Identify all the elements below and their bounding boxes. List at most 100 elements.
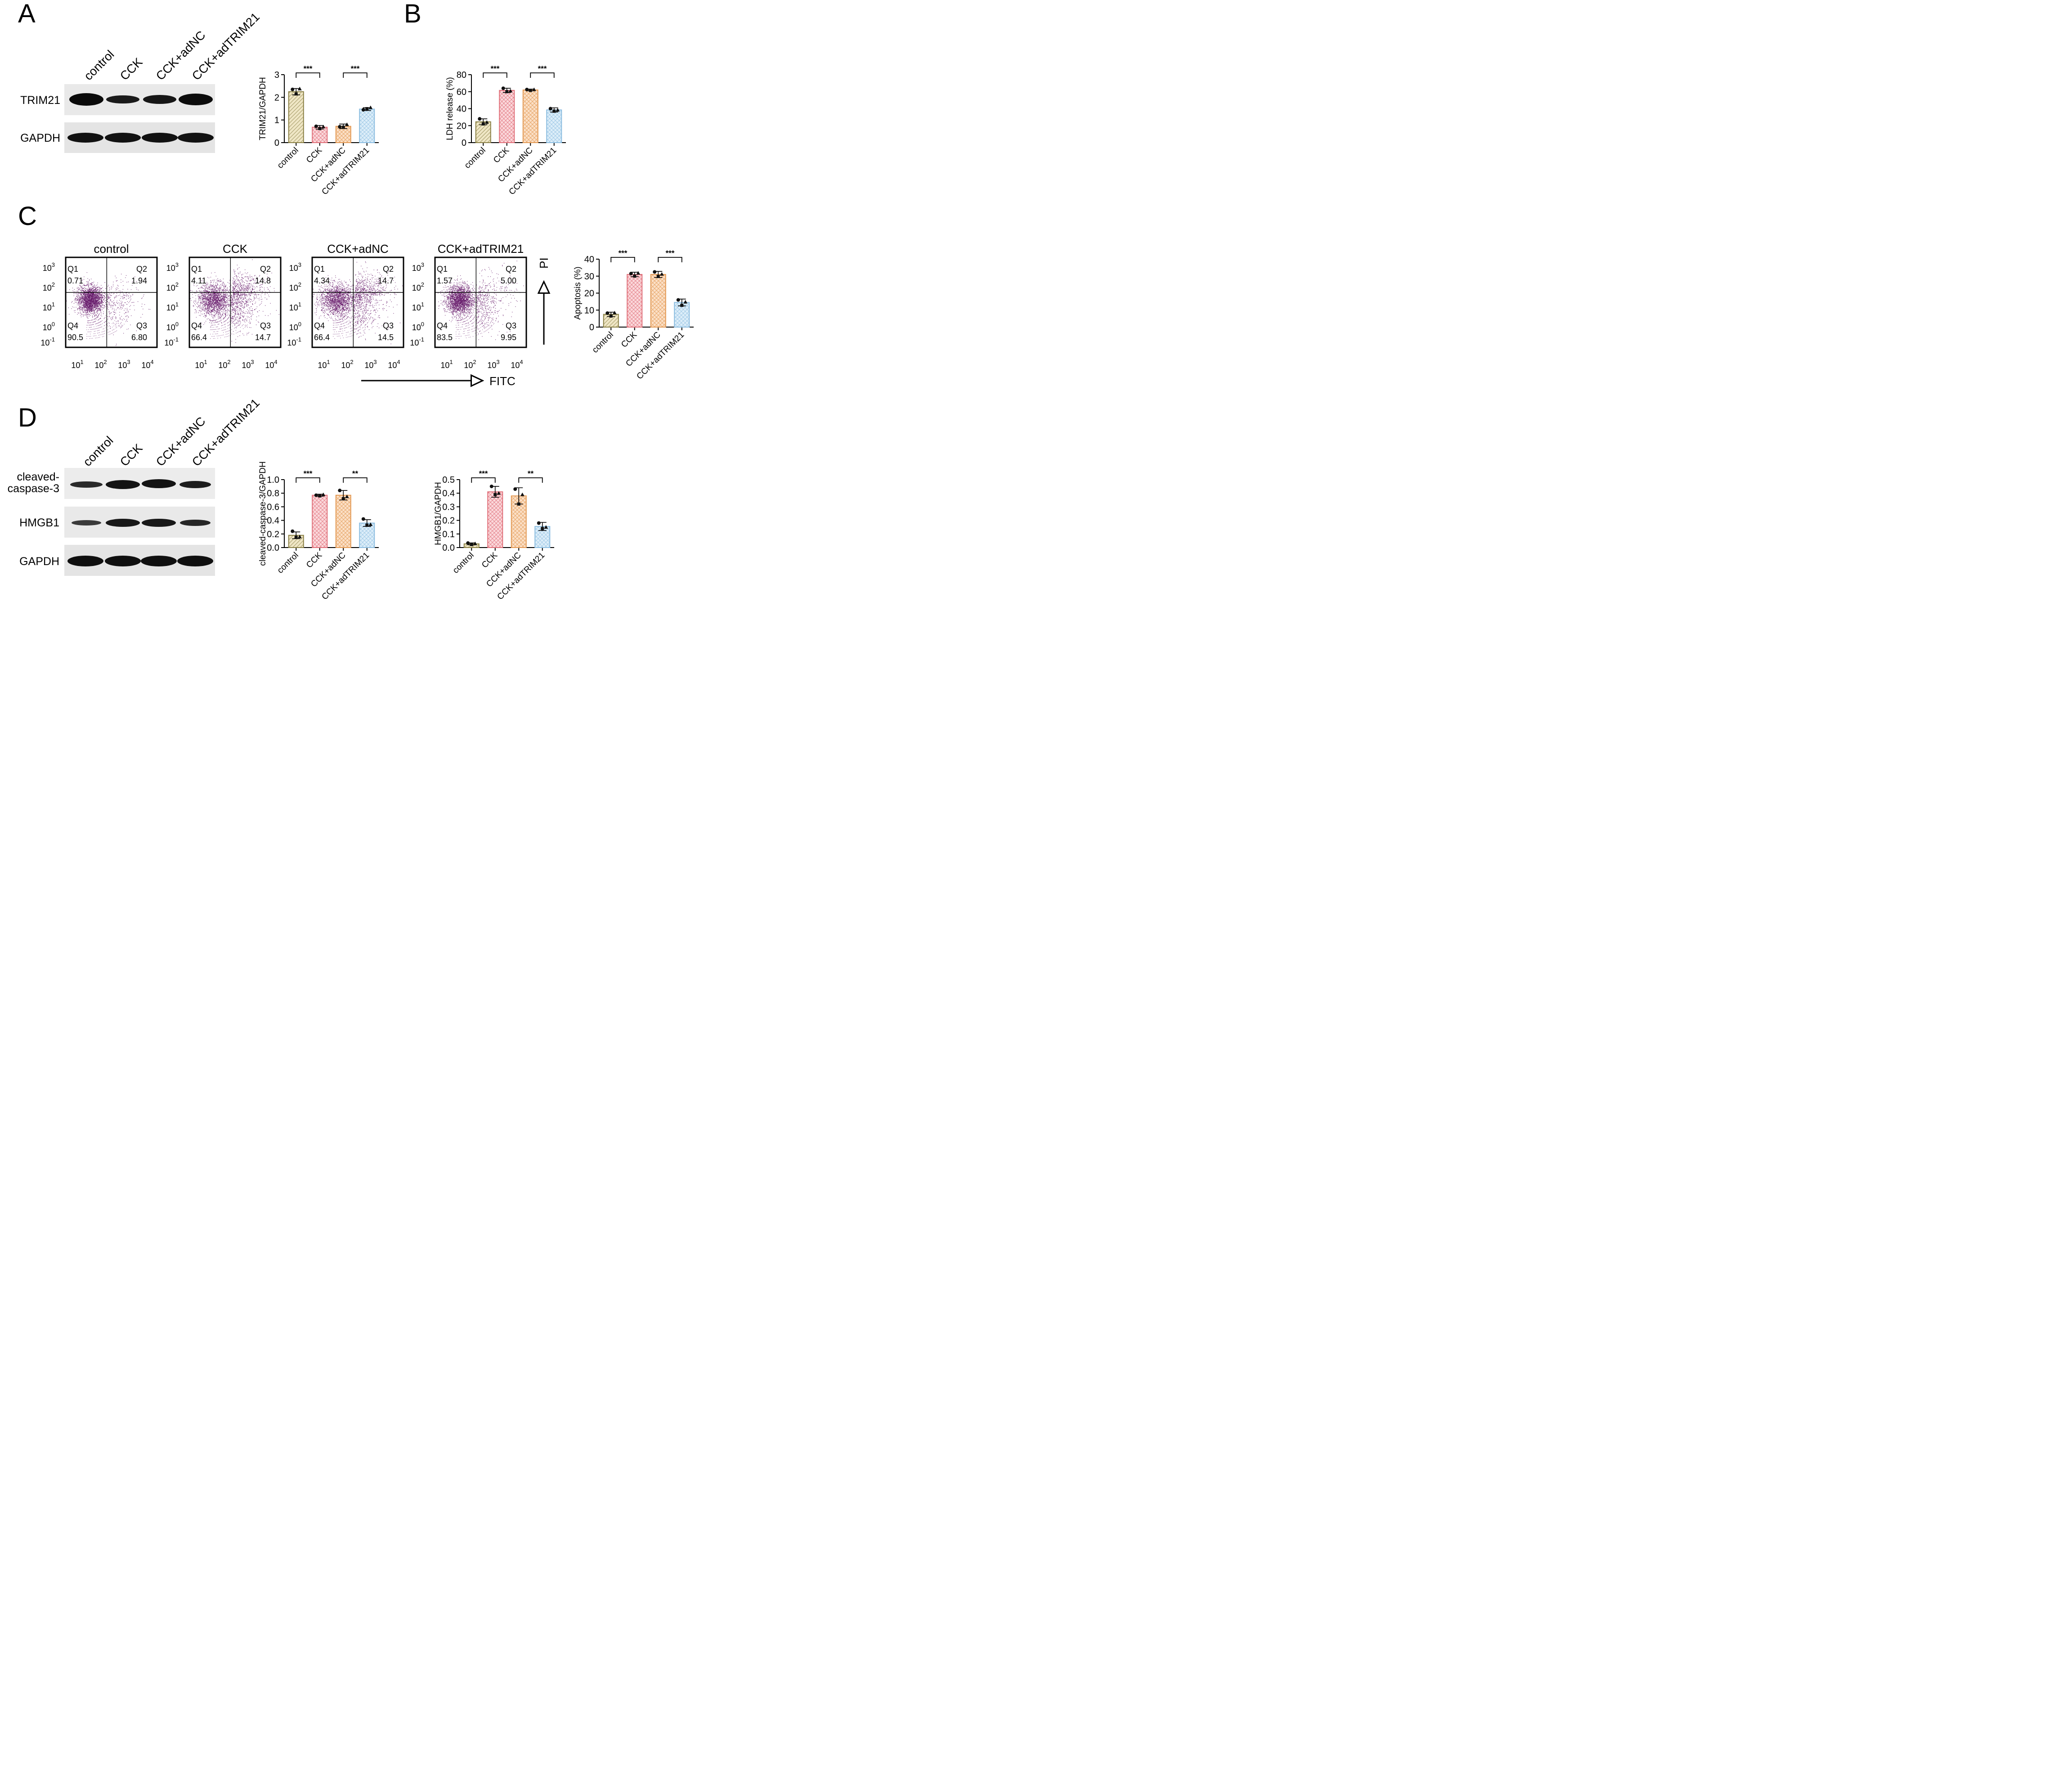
lane-label-control: control: [81, 434, 116, 469]
quadrant-value-q2: 14.7: [378, 276, 394, 285]
flow-plot-frame: [434, 256, 527, 348]
bar-cck: [312, 494, 328, 548]
data-point: [341, 497, 345, 500]
y-tick-label: 20: [584, 289, 594, 299]
lane-label-cck-adtrim21: CCK+adTRIM21: [189, 396, 262, 469]
band: [106, 95, 139, 103]
x-tick-label: CCK: [305, 145, 324, 165]
y-tick-label: 0.4: [267, 516, 279, 526]
quadrant-label-q4: Q4: [314, 321, 325, 330]
x-tick-label: 103: [242, 359, 254, 370]
band: [142, 479, 176, 488]
flow-plot-cck: CCK Q1 4.11 Q2 14.8 Q4 66.4 Q3 14.7 103 102 101 100 1…: [164, 242, 282, 370]
data-point: [484, 120, 489, 124]
data-point: [501, 86, 505, 90]
x-tick-label: 101: [440, 359, 453, 370]
significance-label: **: [352, 469, 359, 478]
quadrant-label-q3: Q3: [136, 321, 147, 330]
flow-plot-title: CCK+adNC: [327, 242, 389, 256]
data-point: [633, 274, 637, 278]
y-axis-label: LDH release (%): [445, 77, 455, 140]
data-point: [653, 270, 657, 274]
significance-label: ***: [304, 64, 313, 73]
bar-cck-adnc: [650, 274, 666, 328]
panel-letter-c: C: [18, 202, 37, 231]
x-tick-label: 102: [218, 359, 230, 370]
y-tick-label: 1.0: [267, 475, 279, 485]
bar-cck-adtrim21: [359, 522, 375, 548]
band: [105, 556, 141, 566]
quadrant-label-q4: Q4: [191, 321, 202, 330]
x-tick-label: control: [463, 146, 488, 171]
band: [180, 520, 211, 526]
band: [105, 133, 141, 143]
data-point: [345, 122, 349, 126]
bar-cck-adnc: [335, 126, 351, 144]
y-tick-label: 0.4: [442, 489, 455, 499]
panel-letter-d: D: [18, 403, 37, 432]
data-point: [493, 493, 497, 496]
significance-bracket: [483, 72, 507, 78]
quadrant-value-q4: 83.5: [437, 333, 453, 342]
x-tick-label: CCK: [305, 550, 324, 570]
data-point: [636, 271, 641, 275]
y-tick-label: 100: [43, 321, 55, 332]
y-tick-label: 10-1: [287, 336, 301, 347]
y-tick-label: 0: [589, 323, 594, 332]
band: [67, 133, 103, 143]
quadrant-label-q2: Q2: [136, 265, 147, 274]
y-tick-label: 102: [43, 281, 55, 292]
data-point: [338, 125, 342, 129]
band: [67, 556, 103, 566]
flow-plot-title: CCK: [223, 242, 248, 256]
data-point: [552, 109, 556, 113]
quadrant-label-q2: Q2: [506, 265, 516, 274]
quadrant-label-q4: Q4: [67, 321, 78, 330]
quadrant-value-q1: 0.71: [67, 276, 83, 285]
x-tick-label: 103: [487, 359, 499, 370]
x-tick-label: 103: [364, 359, 377, 370]
quadrant-value-q2: 5.00: [501, 276, 516, 285]
data-point: [525, 88, 529, 92]
data-point: [532, 87, 536, 91]
quadrant-value-q3: 6.80: [131, 333, 147, 342]
y-tick-label: 100: [166, 321, 179, 332]
data-point: [541, 527, 544, 530]
quadrant-label-q1: Q1: [314, 265, 325, 274]
y-axis-label: HMGB1/GAPDH: [434, 482, 443, 545]
y-tick-label: 102: [412, 281, 424, 292]
scatter-points: [66, 272, 151, 346]
y-tick-label: 3: [274, 70, 279, 80]
y-tick-label: 0.5: [442, 475, 455, 485]
data-point: [318, 127, 322, 130]
y-tick-label: 103: [43, 261, 55, 273]
flow-cytometry-panels: control Q1 0.71 Q2 1.94 Q4 90.5 Q3 6.80 103 102 101…: [40, 242, 527, 370]
x-tick-label: 102: [94, 359, 107, 370]
quadrant-label-q3: Q3: [506, 321, 516, 330]
data-point: [505, 90, 509, 94]
lane-label-control: control: [81, 48, 117, 83]
data-point: [368, 522, 373, 526]
bar-cck-adtrim21: [546, 109, 562, 143]
flow-plot-cck-adtrim21: CCK+adTRIM21 Q1 1.57 Q2 5.00 Q4 83.5 Q3 9.95 103 1…: [410, 242, 527, 370]
y-tick-label: 1: [274, 116, 279, 126]
x-tick-label: 101: [195, 359, 207, 370]
band: [141, 556, 177, 566]
band: [178, 133, 214, 143]
y-tick-label: 2: [274, 93, 279, 103]
panel-letter-a: A: [18, 0, 36, 28]
significance-bracket: [296, 72, 320, 78]
bar-chart-d-bar1: 0.0 0.2 0.4 0.6 0.8 1.0cleaved-caspase-3/GAPD…: [258, 461, 379, 602]
band: [106, 480, 140, 489]
significance-bracket: [658, 257, 682, 262]
data-point: [605, 311, 610, 315]
data-point: [291, 529, 295, 533]
significance-label: ***: [351, 64, 360, 73]
y-tick-label: 103: [166, 261, 179, 273]
y-tick-label: 0.6: [267, 502, 279, 512]
blot-row-label-gapdh: GAPDH: [19, 555, 59, 568]
significance-bracket: [518, 477, 543, 483]
data-point: [548, 107, 552, 111]
